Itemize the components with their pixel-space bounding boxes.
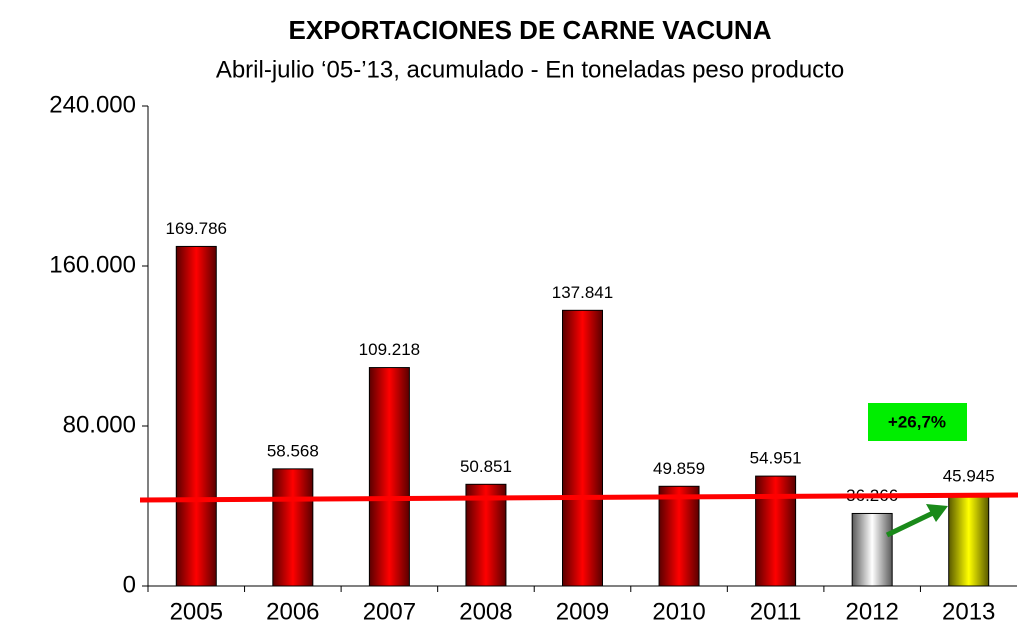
value-label: 50.851 [460,457,512,476]
value-label: 109.218 [359,340,420,359]
bar-shade [755,475,797,587]
bar-shade [948,493,990,587]
bar-shade [175,245,217,587]
x-tick-label: 2012 [845,598,898,625]
value-label: 137.841 [552,283,613,302]
y-tick-label: 240.000 [49,91,136,118]
value-label: 49.859 [653,459,705,478]
x-tick-label: 2006 [266,598,319,625]
chart-subtitle: Abril-julio ‘05-’13, acumulado - En tone… [216,56,844,83]
value-label: 54.951 [750,449,802,468]
annotation: +26,7% [888,412,946,431]
x-tick-label: 2008 [459,598,512,625]
y-tick-label: 160.000 [49,251,136,278]
arrow-line [885,509,937,538]
x-tick-label: 2005 [170,598,223,625]
x-tick-label: 2010 [652,598,705,625]
value-label: 45.945 [943,467,995,486]
y-tick-label: 80.000 [63,411,136,438]
value-label: 169.786 [166,219,227,238]
value-label: 58.568 [267,441,319,460]
y-tick-label: 0 [123,571,136,598]
bar-shade [562,309,603,587]
arrow-head [926,504,948,522]
bar-shade [465,483,507,587]
bar-shade [368,367,410,587]
reference-line [139,492,1018,503]
x-tick-label: 2011 [750,598,802,625]
x-tick-label: 2013 [942,598,995,625]
annotation-box [868,403,967,441]
x-tick-label: 2007 [363,598,416,625]
bar-shade [851,512,893,587]
bar-shade [272,468,314,587]
x-tick-label: 2009 [556,598,609,625]
chart-title: EXPORTACIONES DE CARNE VACUNA [289,15,772,45]
bar-shade [658,485,700,587]
